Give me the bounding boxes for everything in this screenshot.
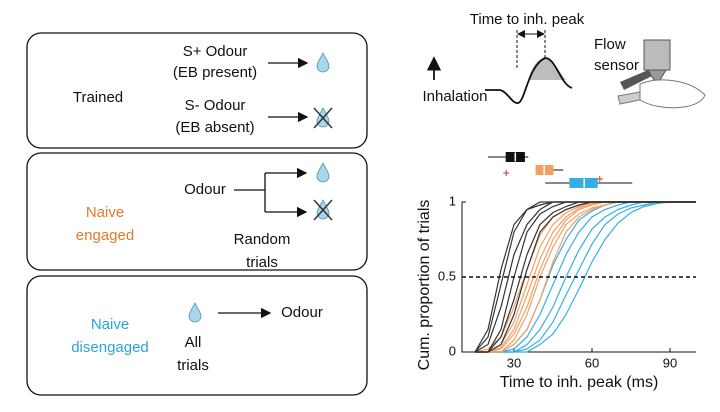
flow-trace xyxy=(485,57,573,104)
cross xyxy=(313,107,333,129)
x-tick-label: 30 xyxy=(507,355,521,370)
y-tick-label: 1 xyxy=(449,193,456,208)
schematic-label: Time to inh. peak xyxy=(470,11,585,28)
schematic-label: sensor xyxy=(594,57,639,74)
text: trials xyxy=(246,254,278,271)
dashed-guide xyxy=(516,30,546,70)
x-tick-label: 90 xyxy=(663,355,677,370)
flier xyxy=(596,176,603,182)
text: All xyxy=(185,334,202,351)
panel-label: disengaged xyxy=(71,339,149,356)
schematic-label: Flow xyxy=(594,36,626,53)
drop-icon xyxy=(316,52,330,73)
text: (EB present) xyxy=(173,64,257,81)
text: S+ Odour xyxy=(183,43,248,60)
flier xyxy=(503,170,510,176)
mouse-illustration xyxy=(617,39,706,109)
branch xyxy=(234,173,266,212)
x-tick-label: 60 xyxy=(585,355,599,370)
drop-icon xyxy=(188,302,202,323)
x-axis-label: Time to inh. peak (ms) xyxy=(500,374,659,391)
panel-box xyxy=(26,152,368,271)
text: S- Odour xyxy=(185,97,246,114)
y-tick-label: 0 xyxy=(449,343,456,358)
panel-label: engaged xyxy=(76,227,134,244)
text: Odour xyxy=(281,304,323,321)
drop-icon xyxy=(316,162,330,183)
y-tick-label: 0.5 xyxy=(438,268,456,283)
panel-box xyxy=(26,275,368,396)
y-axis-label: Cum. proportion of trials xyxy=(416,200,433,371)
panel-label: Trained xyxy=(73,89,123,106)
panel-box xyxy=(26,32,368,149)
text: Random xyxy=(234,231,291,248)
cdf-line xyxy=(475,201,696,353)
cross xyxy=(313,199,333,221)
panel-label: Naive xyxy=(91,316,129,333)
text: trials xyxy=(177,357,209,374)
text: Odour xyxy=(184,181,226,198)
schematic-label: Inhalation xyxy=(422,88,487,105)
text: (EB absent) xyxy=(175,119,254,136)
panel-label: Naive xyxy=(86,204,124,221)
cdf-line xyxy=(475,201,696,353)
